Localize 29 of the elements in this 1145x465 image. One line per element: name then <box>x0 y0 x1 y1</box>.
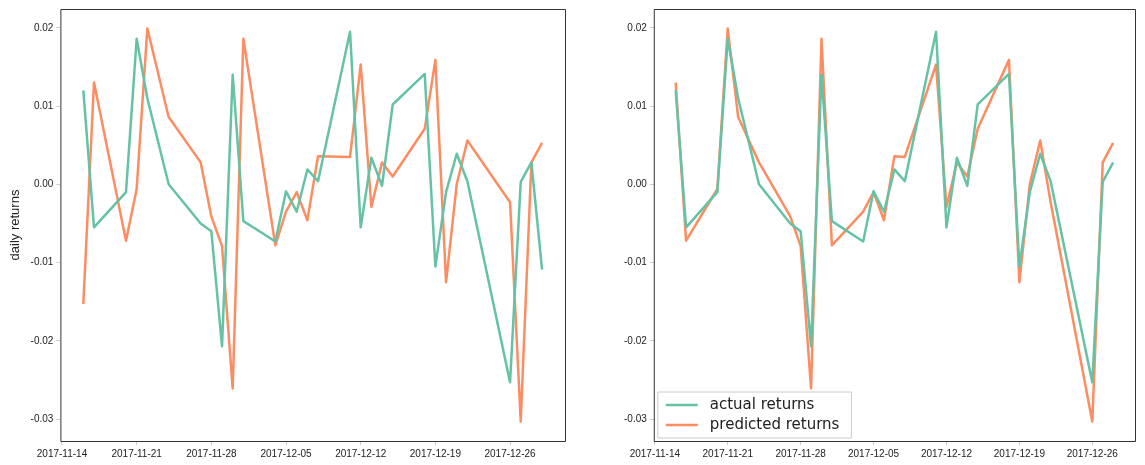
legend-label: predicted returns <box>709 414 840 433</box>
x-tick-label: 2017-11-21 <box>111 447 163 459</box>
x-tick-label: 2017-11-14 <box>36 447 88 459</box>
y-tick-label: 0.01 <box>33 99 54 111</box>
x-tick-label: 2017-12-12 <box>335 447 387 459</box>
x-tick-label: 2017-11-14 <box>629 447 681 459</box>
y-tick-label: 0.02 <box>33 21 54 33</box>
x-tick-label: 2017-11-28 <box>775 447 827 459</box>
x-tick-label: 2017-12-05 <box>260 447 313 459</box>
y-tick-label: -0.01 <box>624 256 648 268</box>
x-tick-label: 2017-11-28 <box>186 447 237 459</box>
x-tick-label: 2017-12-05 <box>847 447 900 459</box>
y-tick-label: -0.02 <box>624 334 648 346</box>
y-tick-label: 0.02 <box>627 21 648 33</box>
x-tick-label: 2017-12-26 <box>484 447 537 459</box>
y-tick-label: -0.03 <box>624 412 648 424</box>
x-tick-label: 2017-12-19 <box>993 447 1046 459</box>
y-axis-title: daily returns <box>7 189 23 261</box>
x-tick-label: 2017-12-12 <box>920 447 973 459</box>
y-tick-label: -0.01 <box>30 256 54 268</box>
x-tick-label: 2017-11-21 <box>702 447 754 459</box>
y-tick-label: 0.00 <box>33 178 54 190</box>
y-tick-label: -0.03 <box>30 412 54 424</box>
y-tick-label: 0.01 <box>627 99 648 111</box>
legend-label: actual returns <box>709 394 815 413</box>
y-tick-label: 0.00 <box>627 178 648 190</box>
x-tick-label: 2017-12-19 <box>409 447 462 459</box>
y-tick-label: -0.02 <box>30 334 54 346</box>
x-tick-label: 2017-12-26 <box>1066 447 1119 459</box>
